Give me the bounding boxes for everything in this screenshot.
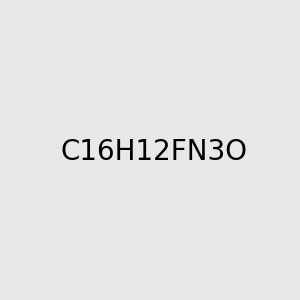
- Text: C16H12FN3O: C16H12FN3O: [60, 137, 247, 166]
